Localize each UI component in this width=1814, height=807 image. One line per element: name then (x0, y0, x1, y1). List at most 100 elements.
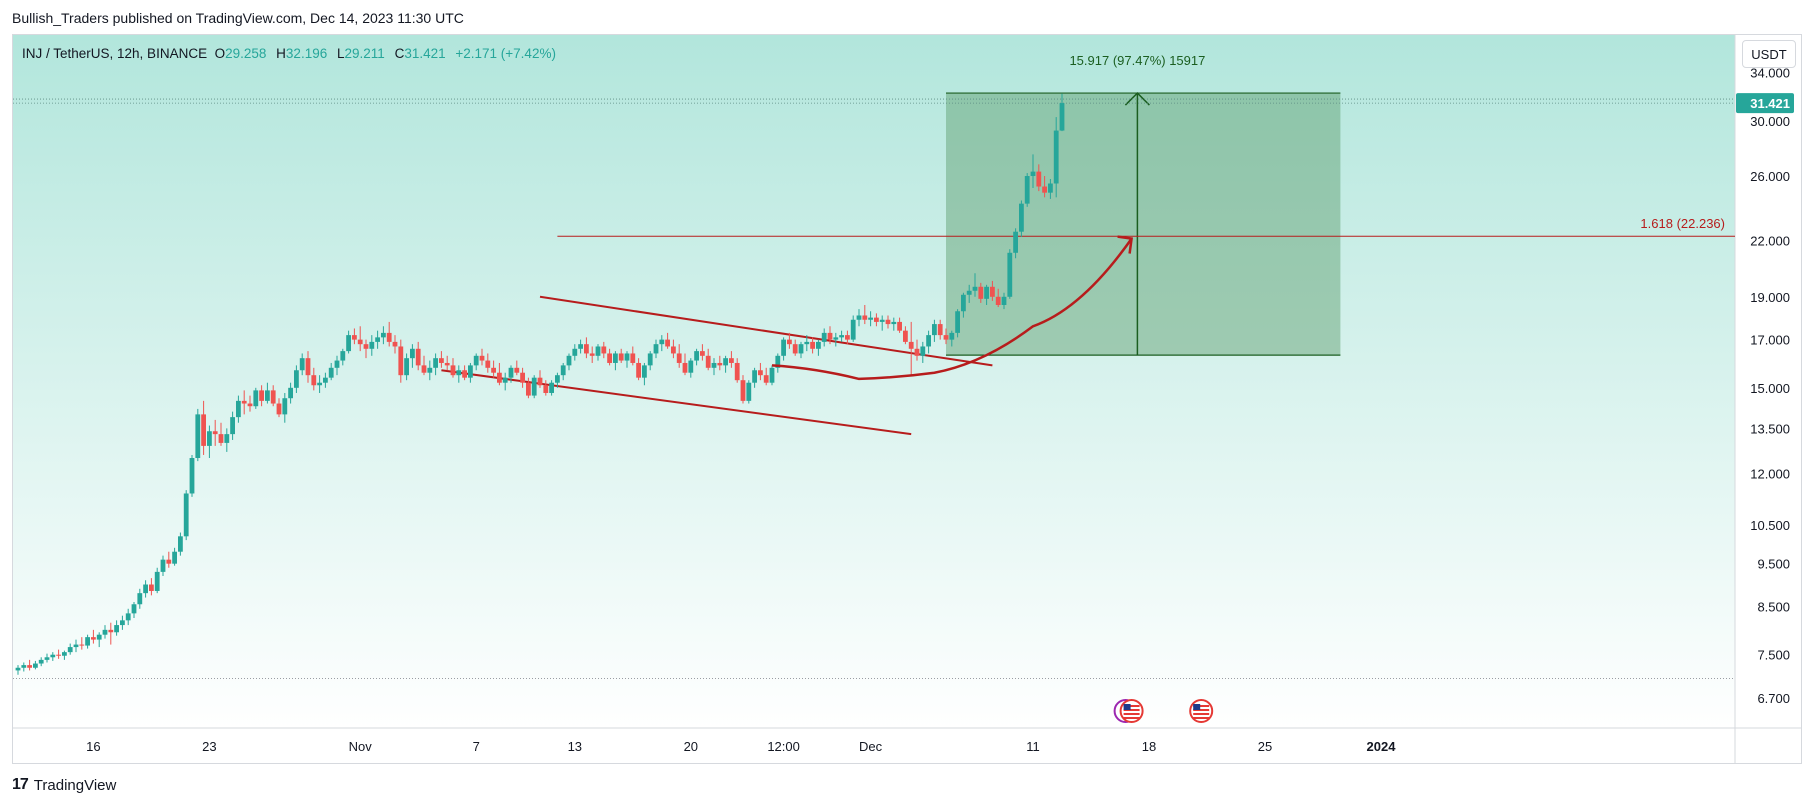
currency-button[interactable]: USDT (1742, 40, 1796, 68)
y-tick-label: 22.000 (1750, 233, 1790, 248)
candle (462, 365, 467, 381)
candle (369, 335, 375, 356)
candle-body (595, 346, 601, 356)
candle (810, 337, 815, 354)
candle-body (334, 360, 340, 368)
low-label: L (336, 46, 345, 61)
candle-body (178, 536, 183, 552)
candle-body (990, 286, 995, 297)
candle-body (456, 370, 462, 376)
candle (584, 337, 589, 359)
candle (990, 280, 995, 301)
candle (659, 335, 665, 352)
candle (955, 309, 960, 338)
candle-body (1013, 231, 1018, 253)
candle (937, 319, 943, 340)
measure-arrow-head (1124, 92, 1150, 106)
candle-body (270, 390, 276, 404)
candle-body (1048, 183, 1053, 193)
candle-body (868, 317, 873, 320)
candle-body (705, 355, 711, 368)
candle (943, 328, 949, 345)
candle-body (995, 296, 1001, 305)
candle-body (526, 382, 531, 396)
candle (340, 348, 346, 366)
candle (549, 380, 554, 396)
candle (607, 348, 612, 366)
candle (502, 372, 508, 391)
candle (56, 649, 61, 659)
candle (450, 358, 456, 378)
candle (1042, 176, 1047, 198)
tradingview-logo[interactable]: 17 TradingView (12, 776, 116, 794)
candle-body (15, 667, 21, 671)
candle-body (618, 353, 624, 361)
curved-arrow (771, 237, 1133, 381)
candle (1001, 292, 1007, 310)
candle-body (224, 434, 230, 443)
candle (578, 339, 583, 354)
candle (711, 358, 717, 376)
candle (531, 375, 537, 399)
candle-body (328, 367, 334, 378)
candle (734, 358, 740, 383)
candle (317, 375, 322, 393)
candle-body (392, 341, 398, 347)
candle-body (21, 665, 27, 668)
candle-body (676, 353, 682, 363)
candle-body (317, 382, 322, 386)
candle (386, 321, 392, 347)
candle (932, 319, 937, 342)
candle (1053, 117, 1059, 198)
candle (456, 365, 462, 383)
candle (752, 367, 757, 388)
candle (566, 353, 572, 371)
candle (473, 353, 479, 371)
candle (1036, 164, 1042, 192)
candle (305, 351, 311, 383)
candle-body (810, 341, 815, 349)
channel-lower-line (441, 369, 912, 436)
candle (850, 315, 856, 342)
candle (33, 660, 38, 670)
candle-body (172, 551, 177, 564)
candle (62, 650, 67, 660)
candle (1013, 228, 1018, 259)
candle-body (879, 319, 885, 322)
candle (392, 335, 398, 354)
us-flag-icon[interactable] (1189, 699, 1214, 723)
y-tick-label: 17.000 (1750, 333, 1790, 348)
candle (21, 662, 27, 672)
candle-body (108, 629, 114, 633)
candle (862, 304, 868, 325)
candle-body (955, 311, 960, 333)
candle-body (241, 400, 247, 404)
candle (114, 620, 119, 636)
candle (891, 317, 897, 331)
candle (729, 351, 734, 368)
candle (595, 344, 601, 361)
candle-body (340, 351, 346, 361)
x-tick-label: 23 (202, 739, 216, 754)
candle-body (276, 403, 282, 415)
candle (543, 380, 549, 396)
candle (1048, 178, 1053, 199)
us-flag-dual-icon[interactable] (1113, 699, 1144, 723)
x-tick-label: Nov (349, 739, 373, 754)
open-value: 29.258 (225, 46, 267, 61)
candle (195, 408, 201, 462)
candle (189, 454, 195, 497)
candle (763, 367, 769, 386)
candle (439, 351, 444, 368)
candle-body (821, 332, 827, 342)
candle (508, 365, 514, 383)
symbol-label[interactable]: INJ / TetherUS, 12h, BINANCE (22, 46, 208, 61)
candle (102, 625, 108, 639)
candle (642, 362, 647, 386)
candle-body (607, 353, 612, 363)
candle-body (502, 377, 508, 383)
candle-body (630, 353, 636, 363)
candle-body (195, 414, 201, 459)
x-tick-label: 11 (1026, 739, 1040, 754)
